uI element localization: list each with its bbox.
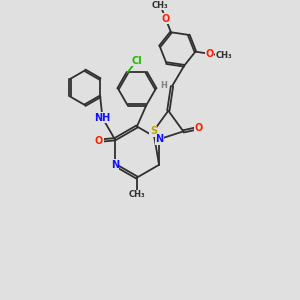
- Text: S: S: [150, 126, 157, 136]
- Text: Cl: Cl: [132, 56, 142, 66]
- Text: CH₃: CH₃: [216, 52, 232, 61]
- Text: O: O: [95, 136, 103, 146]
- Text: O: O: [161, 14, 170, 24]
- Text: O: O: [206, 49, 214, 59]
- Text: H: H: [160, 80, 167, 89]
- Text: O: O: [195, 123, 203, 133]
- Text: N: N: [155, 134, 163, 144]
- Text: N: N: [111, 160, 119, 170]
- Text: CH₃: CH₃: [152, 1, 169, 10]
- Text: NH: NH: [94, 113, 111, 123]
- Text: CH₃: CH₃: [129, 190, 145, 200]
